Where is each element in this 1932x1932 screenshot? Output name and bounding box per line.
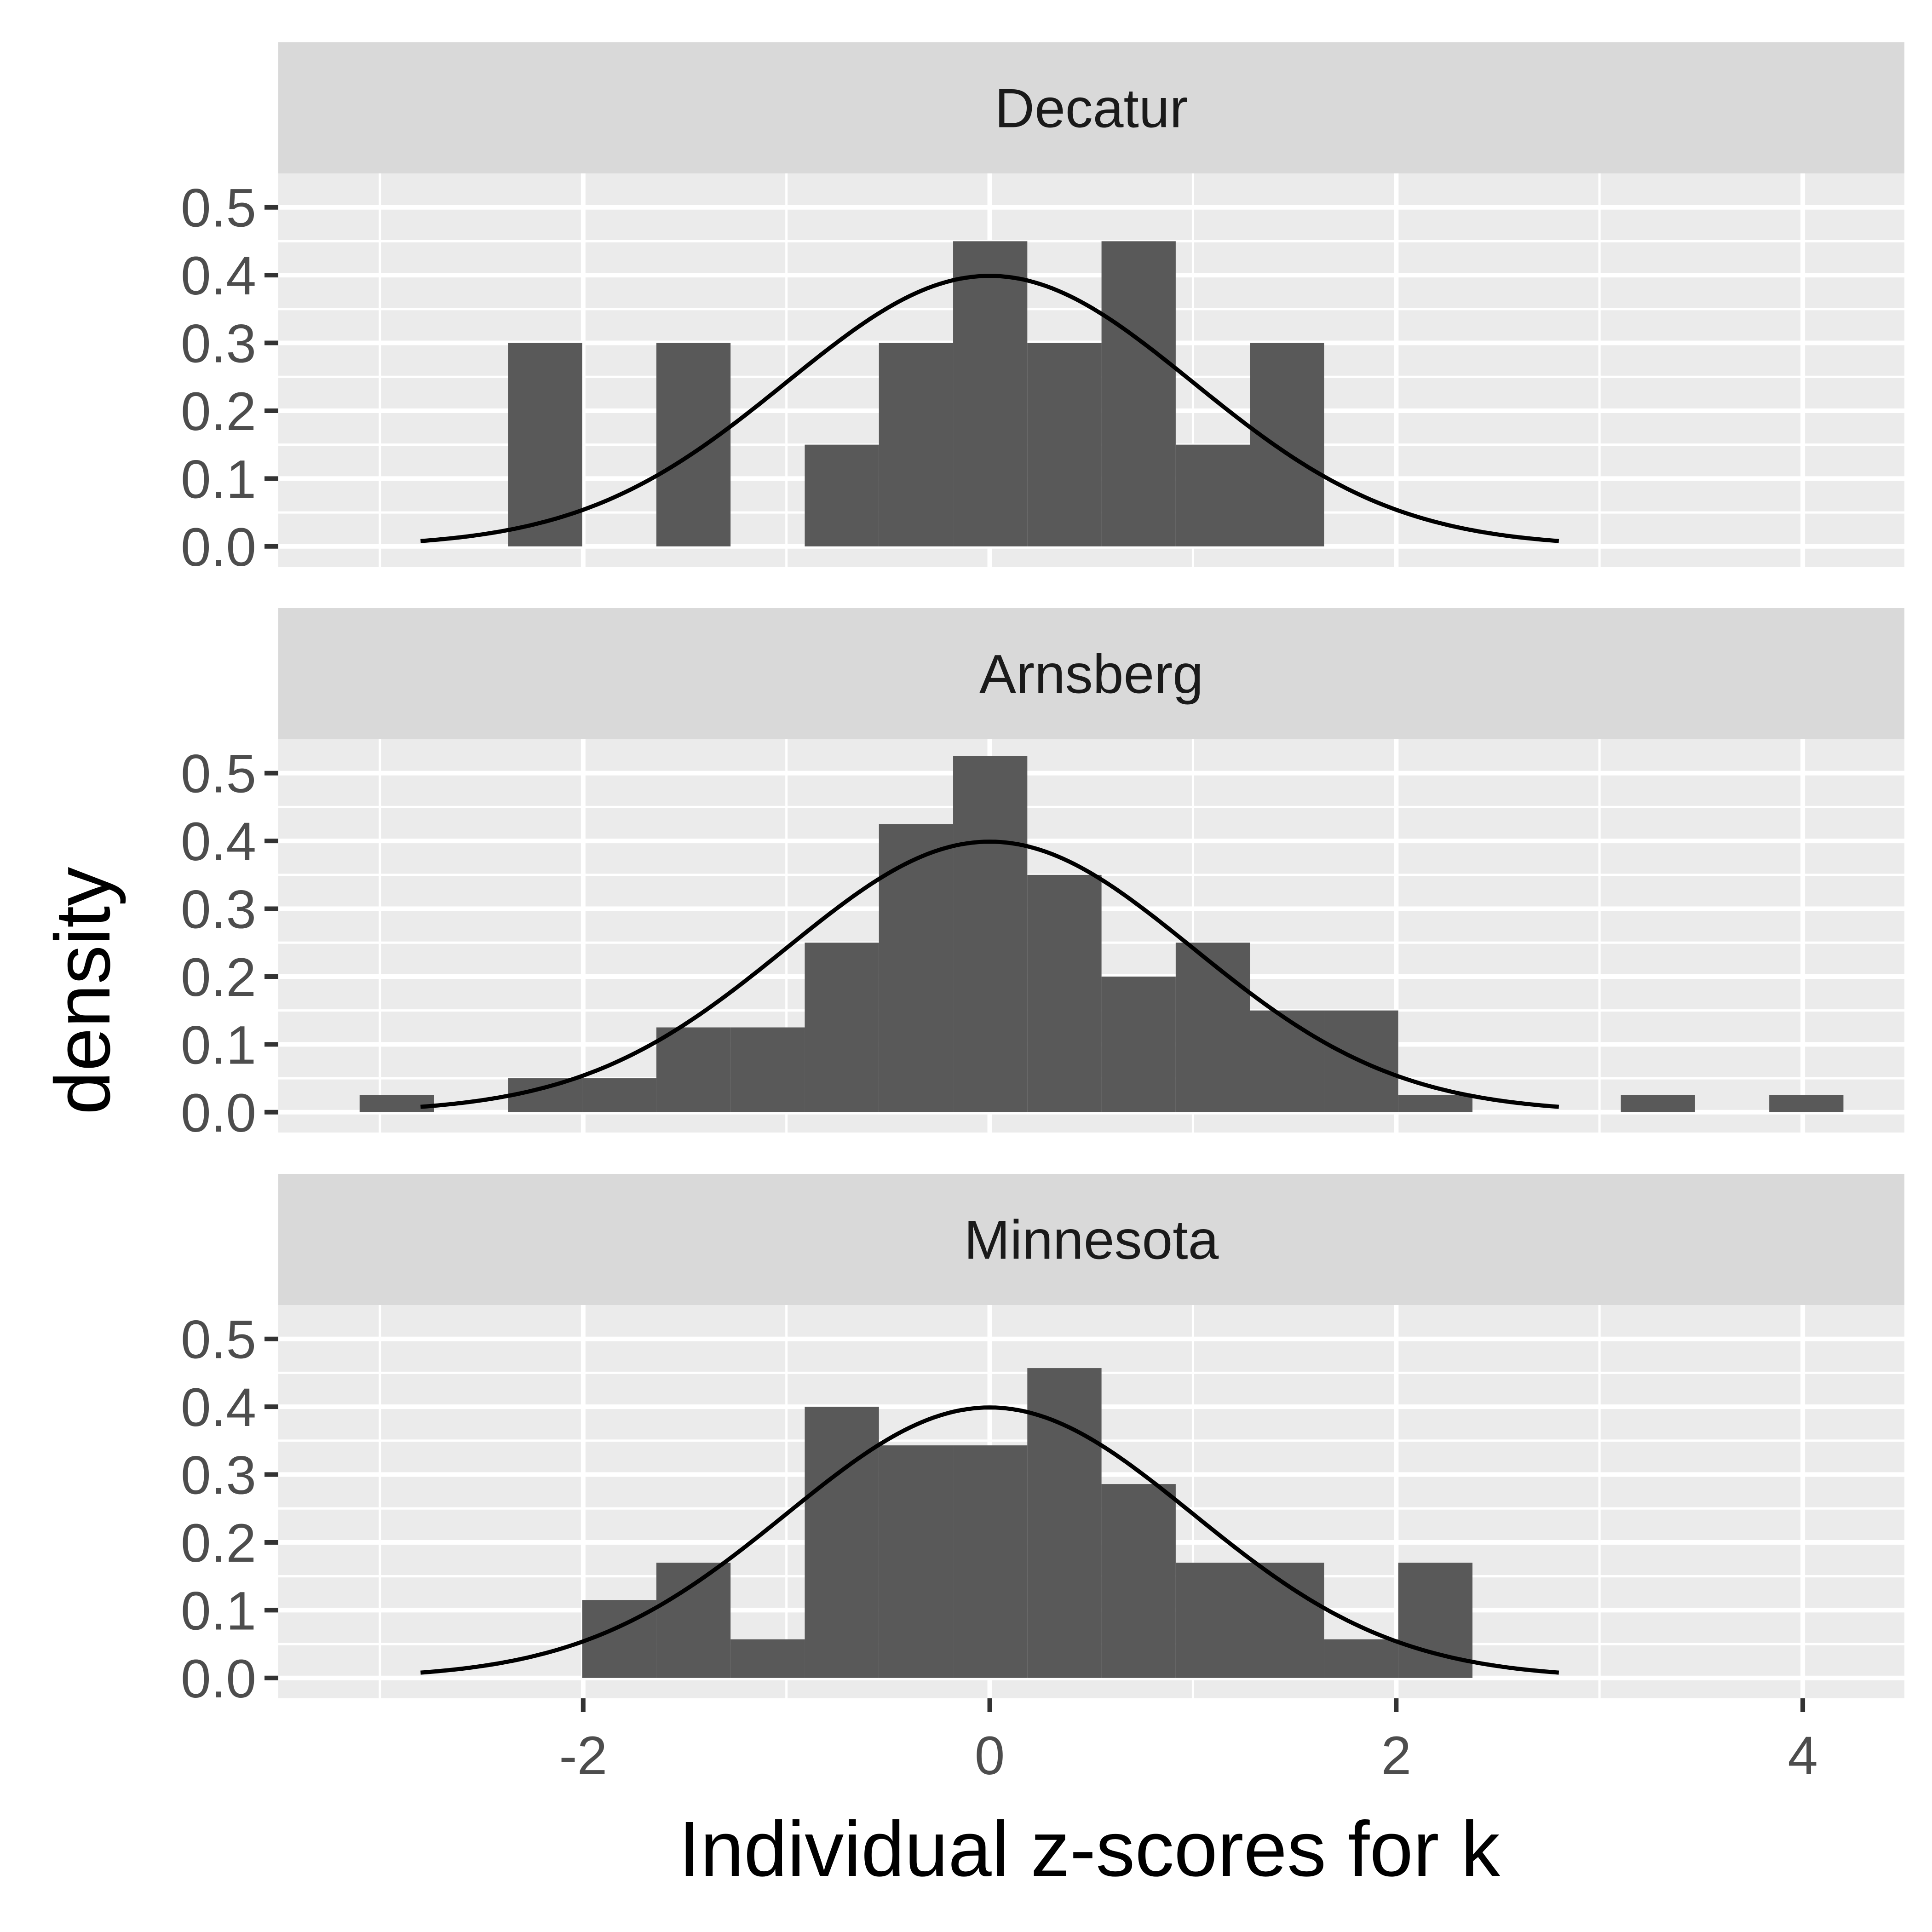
histogram-bar bbox=[656, 1563, 731, 1678]
histogram-bar bbox=[1175, 1563, 1250, 1678]
histogram-bar bbox=[953, 241, 1028, 546]
histogram-bar bbox=[953, 1445, 1028, 1678]
y-tick-label: 0.5 bbox=[181, 744, 256, 805]
y-axis-title: density bbox=[39, 867, 126, 1115]
facet-strip-label: Decatur bbox=[995, 78, 1188, 139]
histogram-bar bbox=[1101, 976, 1176, 1112]
histogram-bar bbox=[805, 943, 879, 1112]
y-tick-label: 0.3 bbox=[181, 314, 256, 374]
histogram-bar bbox=[359, 1095, 434, 1112]
y-tick-label: 0.0 bbox=[181, 517, 256, 578]
histogram-bar bbox=[730, 1027, 805, 1112]
y-tick-label: 0.2 bbox=[181, 947, 256, 1008]
histogram-bar bbox=[1250, 343, 1324, 546]
y-tick-label: 0.1 bbox=[181, 449, 256, 510]
normal-density-curve bbox=[420, 1405, 1559, 1675]
histogram-bar bbox=[730, 1639, 805, 1678]
y-tick-label: 0.3 bbox=[181, 880, 256, 940]
histogram-bar bbox=[1621, 1095, 1695, 1112]
x-tick-label: 2 bbox=[1381, 1725, 1411, 1786]
facet-strip bbox=[278, 42, 1904, 173]
normal-density-curve bbox=[420, 840, 1559, 1109]
y-tick-label: 0.4 bbox=[181, 811, 256, 872]
histogram-bar bbox=[879, 824, 954, 1112]
histogram-bar bbox=[1101, 241, 1176, 546]
y-tick-label: 0.2 bbox=[181, 1513, 256, 1574]
y-tick-label: 0.0 bbox=[181, 1083, 256, 1144]
histogram-bar bbox=[879, 343, 954, 546]
histogram-bar bbox=[1027, 1368, 1102, 1678]
histogram-bar bbox=[805, 1407, 879, 1678]
histogram-bar bbox=[1175, 444, 1250, 546]
histogram-bar bbox=[1769, 1095, 1844, 1112]
histogram-bar bbox=[1250, 1563, 1324, 1678]
facet-panel-arnsberg: Arnsberg 0.0 0.1 0.2 0.3 0.40.5 bbox=[181, 608, 1904, 1144]
facet-strip bbox=[278, 1174, 1904, 1305]
x-tick-label: -2 bbox=[559, 1725, 607, 1786]
y-tick-label: 0.1 bbox=[181, 1015, 256, 1075]
facet-panel-decatur: Decatur 0.0 0.1 0.2 0.3 0.4 0.5 bbox=[181, 42, 1904, 578]
histogram-bar bbox=[879, 1445, 954, 1678]
histogram-bar bbox=[1175, 943, 1250, 1112]
y-tick-label: 0.1 bbox=[181, 1581, 256, 1641]
histogram-bar bbox=[1027, 874, 1102, 1112]
histogram-bar bbox=[1250, 1010, 1324, 1112]
histogram-bar bbox=[1101, 1484, 1176, 1678]
y-tick-label: 0.5 bbox=[181, 1310, 256, 1370]
histogram-bar bbox=[1324, 1639, 1398, 1678]
histogram-bar bbox=[582, 1078, 656, 1112]
histogram-bar bbox=[805, 444, 879, 546]
y-tick-label: 0.5 bbox=[181, 178, 256, 239]
histogram-bar bbox=[656, 343, 731, 546]
y-tick-label: 0.3 bbox=[181, 1445, 256, 1506]
histogram-bar bbox=[656, 1027, 731, 1112]
y-tick-label: 0.2 bbox=[181, 381, 256, 442]
histogram-bar bbox=[1398, 1095, 1473, 1112]
normal-density-curve bbox=[420, 274, 1559, 543]
facet-strip-label: Arnsberg bbox=[979, 644, 1203, 705]
y-tick-label: 0.4 bbox=[181, 1377, 256, 1438]
histogram-bar bbox=[953, 756, 1028, 1112]
x-tick-label: 4 bbox=[1788, 1725, 1818, 1786]
facet-strip bbox=[278, 608, 1904, 739]
x-axis-title: Individual z-scores for k bbox=[678, 1806, 1501, 1893]
facet-panel-minnesota: Minnesota 0.0 0.1 0.2 0.3 0.4 0.5 bbox=[181, 1174, 1904, 1709]
histogram-bar bbox=[1027, 343, 1102, 546]
x-tick-label: 0 bbox=[975, 1725, 1005, 1786]
x-axis: -2 0 2 4 bbox=[559, 1698, 1818, 1786]
y-tick-label: 0.4 bbox=[181, 246, 256, 306]
facet-strip-label: Minnesota bbox=[964, 1209, 1219, 1271]
facet-panels: Decatur0.00.10.20.30.40.5Arnsberg0.00.10… bbox=[181, 42, 1904, 1709]
y-tick-label: 0.0 bbox=[181, 1649, 256, 1709]
